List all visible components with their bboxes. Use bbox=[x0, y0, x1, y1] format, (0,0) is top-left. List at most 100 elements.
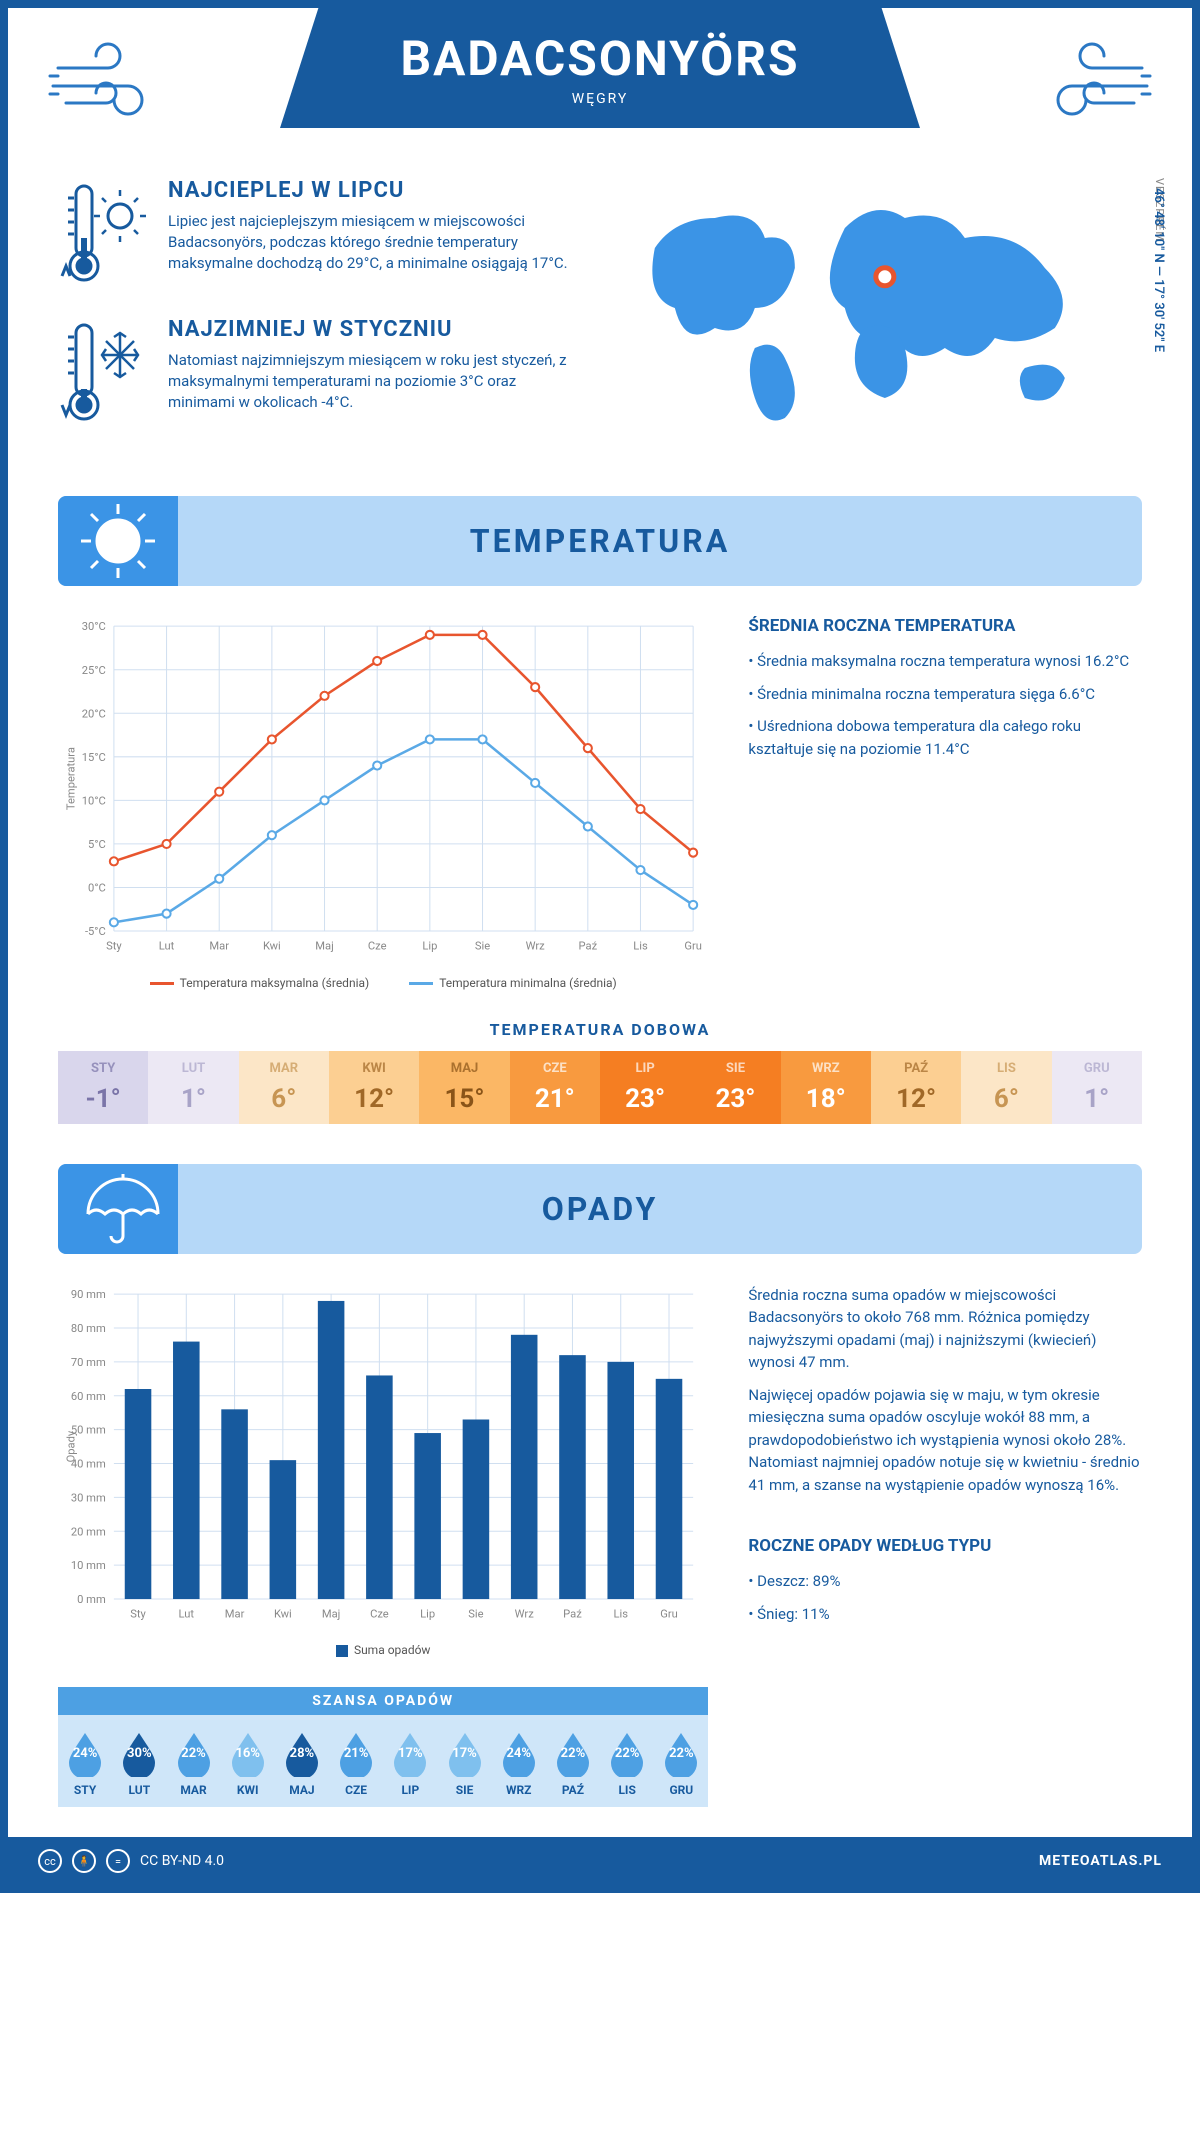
footer: cc 🧍 = CC BY-ND 4.0 METEOATLAS.PL bbox=[8, 1837, 1192, 1885]
license-text: CC BY-ND 4.0 bbox=[140, 1853, 224, 1869]
svg-text:Lis: Lis bbox=[613, 1607, 628, 1620]
daily-cell: GRU1° bbox=[1052, 1051, 1142, 1124]
precip-summary-1: Średnia roczna suma opadów w miejscowośc… bbox=[748, 1284, 1142, 1374]
intro-section: NAJCIEPLEJ W LIPCU Lipiec jest najcieple… bbox=[58, 178, 1142, 456]
svg-text:30°C: 30°C bbox=[82, 620, 106, 633]
warmest-title: NAJCIEPLEJ W LIPCU bbox=[168, 178, 578, 203]
coldest-fact: NAJZIMNIEJ W STYCZNIU Natomiast najzimni… bbox=[58, 317, 578, 431]
svg-text:Lip: Lip bbox=[422, 939, 437, 952]
precip-series-label: Suma opadów bbox=[354, 1643, 431, 1657]
title-banner: BADACSONYÖRS WĘGRY bbox=[280, 8, 920, 128]
rain-chance-cell: 28% MAJ bbox=[275, 1729, 329, 1797]
svg-text:0°C: 0°C bbox=[88, 882, 106, 895]
svg-text:Lis: Lis bbox=[633, 939, 648, 952]
svg-text:Paź: Paź bbox=[579, 939, 598, 952]
sun-icon bbox=[58, 496, 178, 586]
rain-chance-cell: 30% LUT bbox=[112, 1729, 166, 1797]
svg-text:Sie: Sie bbox=[468, 1607, 483, 1620]
daily-cell: LIP23° bbox=[600, 1051, 690, 1124]
summary-bullet: • Średnia maksymalna roczna temperatura … bbox=[748, 650, 1142, 673]
rain-chance-cell: 17% LIP bbox=[383, 1729, 437, 1797]
umbrella-icon bbox=[58, 1164, 178, 1254]
coldest-title: NAJZIMNIEJ W STYCZNIU bbox=[168, 317, 578, 342]
svg-text:Lut: Lut bbox=[179, 1607, 195, 1620]
svg-text:80 mm: 80 mm bbox=[71, 1322, 106, 1335]
daily-cell: SIE23° bbox=[690, 1051, 780, 1124]
svg-text:Sie: Sie bbox=[475, 939, 490, 952]
precip-title: OPADY bbox=[542, 1190, 659, 1228]
svg-text:Cze: Cze bbox=[368, 939, 387, 952]
rain-chance-cell: 22% LIS bbox=[600, 1729, 654, 1797]
rain-chance-cell: 22% GRU bbox=[654, 1729, 708, 1797]
svg-text:Kwi: Kwi bbox=[263, 939, 281, 952]
temp-summary-title: ŚREDNIA ROCZNA TEMPERATURA bbox=[748, 616, 1142, 636]
infographic-frame: BADACSONYÖRS WĘGRY NAJCIEPLEJ W LIPCU Li… bbox=[0, 0, 1200, 1893]
svg-text:Kwi: Kwi bbox=[274, 1607, 292, 1620]
rain-chance-cell: 22% PAŹ bbox=[546, 1729, 600, 1797]
summary-bullet: • Średnia minimalna roczna temperatura s… bbox=[748, 683, 1142, 706]
svg-text:25°C: 25°C bbox=[82, 664, 106, 677]
svg-text:70 mm: 70 mm bbox=[71, 1355, 106, 1368]
daily-cell: CZE21° bbox=[510, 1051, 600, 1124]
svg-text:Gru: Gru bbox=[660, 1607, 678, 1620]
country-subtitle: WĘGRY bbox=[572, 91, 629, 107]
wind-icon bbox=[1022, 38, 1152, 132]
svg-text:10 mm: 10 mm bbox=[71, 1559, 106, 1572]
city-title: BADACSONYÖRS bbox=[400, 30, 799, 87]
precip-type-title: ROCZNE OPADY WEDŁUG TYPU bbox=[748, 1536, 1142, 1556]
temperature-title: TEMPERATURA bbox=[470, 522, 730, 560]
daily-cell: LIS6° bbox=[961, 1051, 1051, 1124]
daily-cell: KWI12° bbox=[329, 1051, 419, 1124]
rain-chance-cell: 24% STY bbox=[58, 1729, 112, 1797]
rain-chance-cell: 24% WRZ bbox=[492, 1729, 546, 1797]
temperature-section-header: TEMPERATURA bbox=[58, 496, 1142, 586]
summary-bullet: • Uśredniona dobowa temperatura dla całe… bbox=[748, 715, 1142, 760]
svg-text:Lut: Lut bbox=[159, 939, 175, 952]
rain-chance-cell: 21% CZE bbox=[329, 1729, 383, 1797]
daily-temperature-grid: STY-1°LUT1°MAR6°KWI12°MAJ15°CZE21°LIP23°… bbox=[58, 1051, 1142, 1124]
rain-chance-cell: 22% MAR bbox=[166, 1729, 220, 1797]
brand: METEOATLAS.PL bbox=[1039, 1853, 1162, 1869]
precip-type-bullet: • Śnieg: 11% bbox=[748, 1603, 1142, 1626]
coordinates: 46° 48' 10" N — 17° 30' 52" E bbox=[1151, 188, 1166, 352]
precip-section-header: OPADY bbox=[58, 1164, 1142, 1254]
svg-text:15°C: 15°C bbox=[82, 751, 106, 764]
precip-bar-chart: 0 mm10 mm20 mm30 mm40 mm50 mm60 mm70 mm8… bbox=[58, 1284, 708, 1630]
thermometer-sun-icon bbox=[58, 178, 148, 292]
svg-text:-5°C: -5°C bbox=[85, 925, 106, 938]
svg-text:Sty: Sty bbox=[106, 939, 122, 952]
svg-text:Wrz: Wrz bbox=[526, 939, 546, 952]
svg-text:30 mm: 30 mm bbox=[71, 1491, 106, 1504]
coldest-text: Natomiast najzimniejszym miesiącem w rok… bbox=[168, 350, 578, 413]
precip-summary-2: Najwięcej opadów pojawia się w maju, w t… bbox=[748, 1384, 1142, 1497]
svg-text:90 mm: 90 mm bbox=[71, 1288, 106, 1301]
warmest-text: Lipiec jest najcieplejszym miesiącem w m… bbox=[168, 211, 578, 274]
svg-text:Cze: Cze bbox=[370, 1607, 389, 1620]
rain-chance-cell: 17% SIE bbox=[437, 1729, 491, 1797]
svg-text:60 mm: 60 mm bbox=[71, 1389, 106, 1402]
rain-chance-title: SZANSA OPADÓW bbox=[58, 1687, 708, 1715]
svg-text:Mar: Mar bbox=[225, 1607, 245, 1620]
temperature-line-chart: -5°C0°C5°C10°C15°C20°C25°C30°CStyLutMarK… bbox=[58, 616, 708, 962]
svg-text:0 mm: 0 mm bbox=[77, 1593, 106, 1606]
svg-text:Mar: Mar bbox=[209, 939, 229, 952]
warmest-fact: NAJCIEPLEJ W LIPCU Lipiec jest najcieple… bbox=[58, 178, 578, 292]
svg-text:20 mm: 20 mm bbox=[71, 1525, 106, 1538]
daily-cell: LUT1° bbox=[148, 1051, 238, 1124]
daily-temp-title: TEMPERATURA DOBOWA bbox=[58, 1020, 1142, 1039]
svg-text:Opady: Opady bbox=[64, 1430, 77, 1462]
hero: BADACSONYÖRS WĘGRY bbox=[8, 8, 1192, 158]
precip-type-bullet: • Deszcz: 89% bbox=[748, 1570, 1142, 1593]
svg-text:20°C: 20°C bbox=[82, 707, 106, 720]
svg-text:Sty: Sty bbox=[130, 1607, 146, 1620]
precip-legend: Suma opadów bbox=[58, 1643, 708, 1657]
daily-cell: STY-1° bbox=[58, 1051, 148, 1124]
world-map: VESZPRÉM 46° 48' 10" N — 17° 30' 52" E bbox=[608, 178, 1142, 456]
svg-text:Wrz: Wrz bbox=[515, 1607, 535, 1620]
wind-icon bbox=[48, 38, 178, 132]
nd-icon: = bbox=[106, 1849, 130, 1873]
daily-cell: MAR6° bbox=[239, 1051, 329, 1124]
daily-cell: WRZ18° bbox=[781, 1051, 871, 1124]
daily-cell: PAŹ12° bbox=[871, 1051, 961, 1124]
daily-cell: MAJ15° bbox=[419, 1051, 509, 1124]
